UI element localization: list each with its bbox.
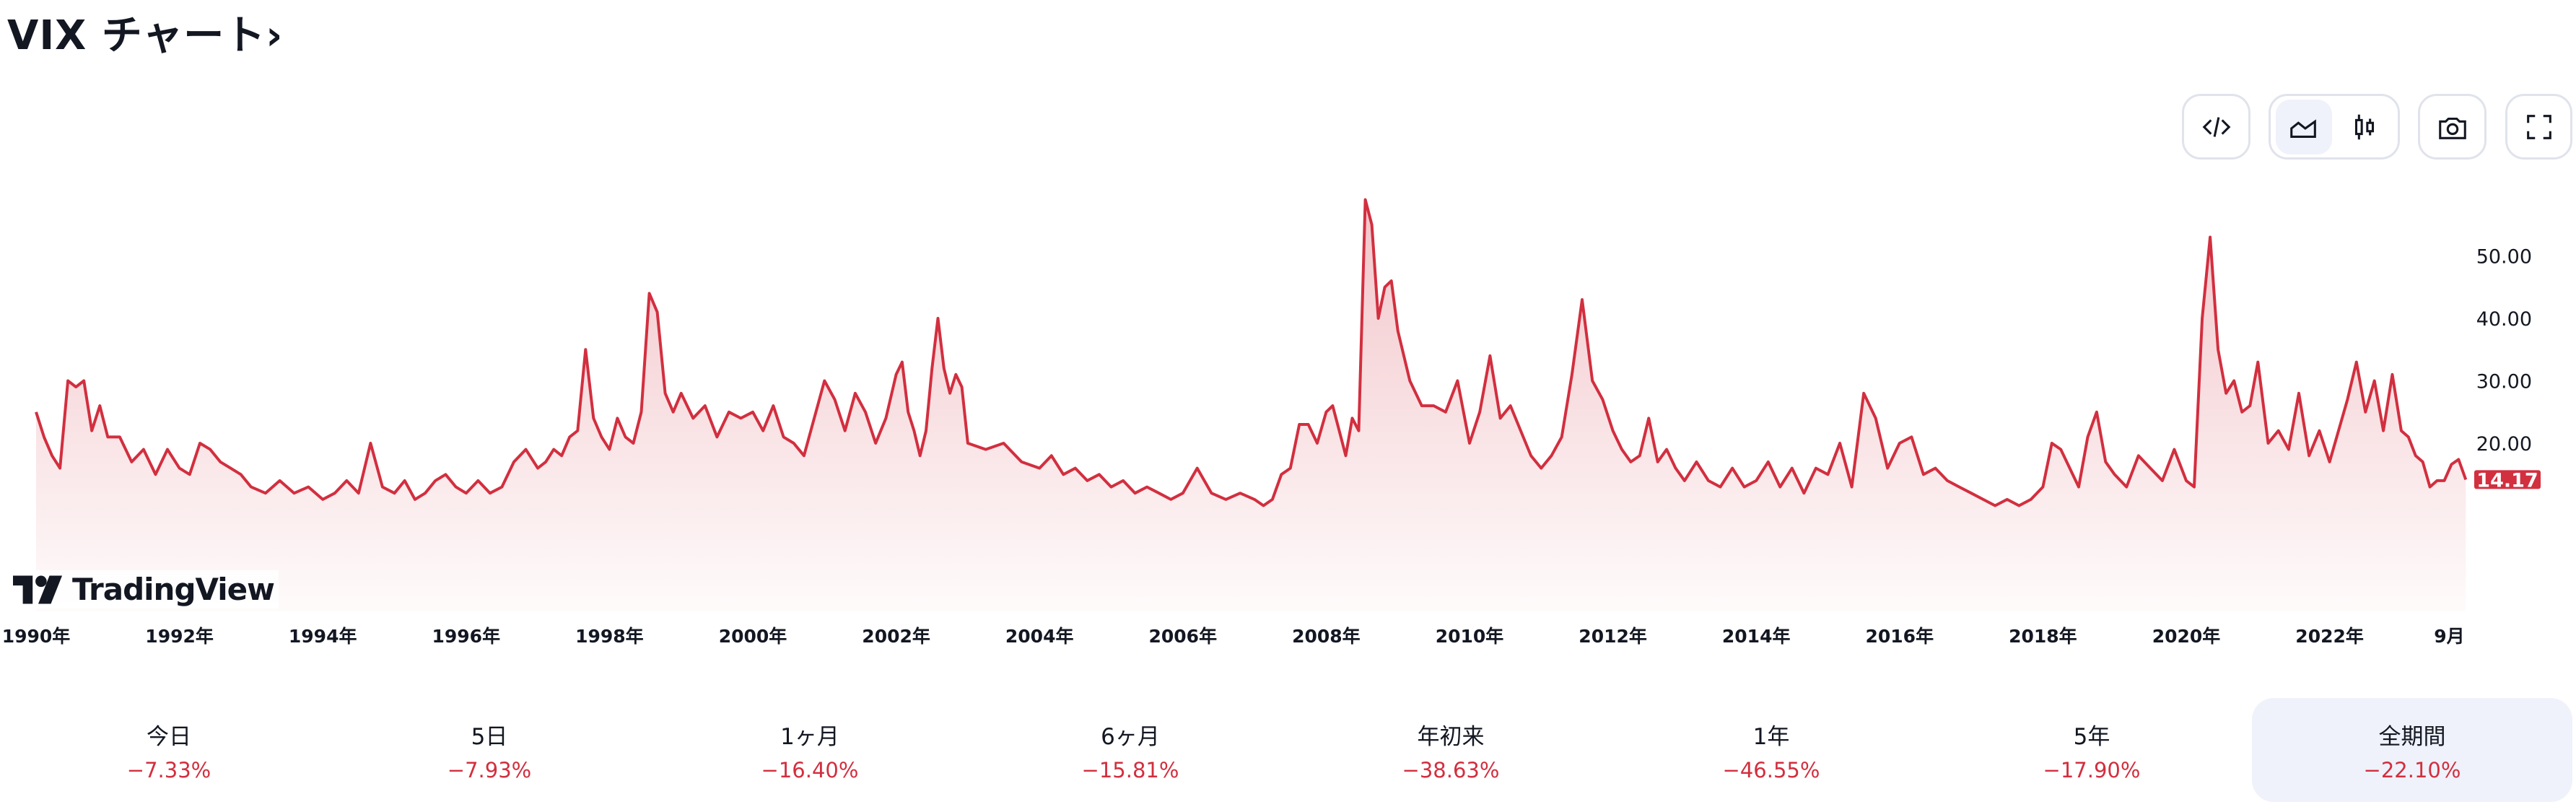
x-tick-label: 1990年 — [2, 626, 71, 647]
stat-change-value: −46.55% — [1722, 757, 1820, 782]
stat-period-6[interactable]: 5年 −17.90% — [1931, 698, 2252, 802]
x-tick-label: 2014年 — [1722, 626, 1791, 647]
page-title[interactable]: VIX チャート› — [7, 12, 284, 59]
stat-change-value: −22.10% — [2363, 757, 2461, 782]
x-tick-label: 2020年 — [2152, 626, 2221, 647]
x-tick-label: 1992年 — [145, 626, 214, 647]
candlestick-icon — [2354, 114, 2375, 139]
tradingview-logo[interactable]: TradingView — [9, 570, 279, 608]
y-tick-label: 50.00 — [2476, 246, 2532, 269]
tradingview-logo-text: TradingView — [72, 572, 275, 607]
stat-period-label: 1年 — [1752, 723, 1790, 750]
stat-change-value: −16.40% — [761, 757, 859, 782]
stat-period-label: 全期間 — [2378, 723, 2446, 750]
area-chart-button[interactable] — [2276, 99, 2332, 154]
last-price-value: 14.17 — [2476, 469, 2538, 492]
stat-period-1[interactable]: 5日 −7.93% — [329, 698, 650, 802]
x-tick-label: 1998年 — [575, 626, 644, 647]
stat-period-label: 5年 — [2073, 723, 2110, 750]
x-tick-label: 1994年 — [289, 626, 357, 647]
stat-change-value: −38.63% — [1402, 757, 1500, 782]
series-area-fill — [36, 199, 2466, 612]
fullscreen-button[interactable] — [2505, 94, 2572, 160]
performance-stats: 今日 −7.33% 5日 −7.93% 1ヶ月 −16.40% 6ヶ月 −15.81% 年初来 −… — [9, 698, 2572, 802]
vix-area-chart[interactable]: 20.00 30.00 40.00 50.00 1990年 1992年 1994年 1996… — [0, 173, 2576, 664]
x-tick-label: 2012年 — [1579, 626, 1647, 647]
stat-period-7[interactable]: 全期間 −22.10% — [2252, 698, 2572, 802]
y-tick-label: 40.00 — [2476, 308, 2532, 331]
x-tick-label: 2004年 — [1005, 626, 1074, 647]
stat-period-label: 1ヶ月 — [780, 723, 839, 750]
stat-period-4[interactable]: 年初来 −38.63% — [1291, 698, 1611, 802]
y-tick-label: 30.00 — [2476, 371, 2532, 393]
embed-code-button[interactable] — [2182, 94, 2250, 160]
stat-period-label: 今日 — [147, 723, 191, 750]
screenshot-button[interactable] — [2418, 94, 2487, 160]
stat-change-value: −7.93% — [447, 757, 532, 782]
candlestick-chart-button[interactable] — [2336, 100, 2393, 154]
y-tick-label: 20.00 — [2476, 433, 2532, 455]
x-tick-label: 2002年 — [862, 626, 930, 647]
series-line — [35, 198, 2468, 507]
stat-period-5[interactable]: 1年 −46.55% — [1611, 698, 1931, 802]
stat-period-label: 6ヶ月 — [1101, 723, 1160, 750]
x-tick-label: 2018年 — [2009, 626, 2077, 647]
x-tick-label: 9月 — [2434, 626, 2464, 647]
camera-icon — [2438, 117, 2466, 139]
code-icon — [2202, 116, 2230, 137]
x-tick-label: 2010年 — [1436, 626, 1504, 647]
stat-period-3[interactable]: 6ヶ月 −15.81% — [970, 698, 1291, 802]
x-tick-label: 2006年 — [1149, 626, 1218, 647]
stat-change-value: −17.90% — [2043, 757, 2141, 782]
area-chart-icon — [2290, 118, 2316, 138]
x-tick-label: 2000年 — [719, 626, 787, 647]
last-price-badge — [2474, 470, 2541, 489]
x-tick-label: 2022年 — [2295, 626, 2364, 647]
x-tick-label: 2016年 — [1866, 626, 1934, 647]
x-tick-label: 2008年 — [1292, 626, 1361, 647]
x-tick-label: 1996年 — [432, 626, 501, 647]
fullscreen-icon — [2526, 114, 2551, 139]
chart-type-toggle — [2269, 94, 2400, 160]
stat-period-0[interactable]: 今日 −7.33% — [9, 698, 329, 802]
stat-period-2[interactable]: 1ヶ月 −16.40% — [650, 698, 970, 802]
stat-change-value: −7.33% — [126, 757, 211, 782]
stat-change-value: −15.81% — [1081, 757, 1179, 782]
stat-period-label: 年初来 — [1417, 723, 1485, 750]
stat-period-label: 5日 — [471, 723, 508, 750]
tradingview-logo-icon — [13, 575, 63, 603]
